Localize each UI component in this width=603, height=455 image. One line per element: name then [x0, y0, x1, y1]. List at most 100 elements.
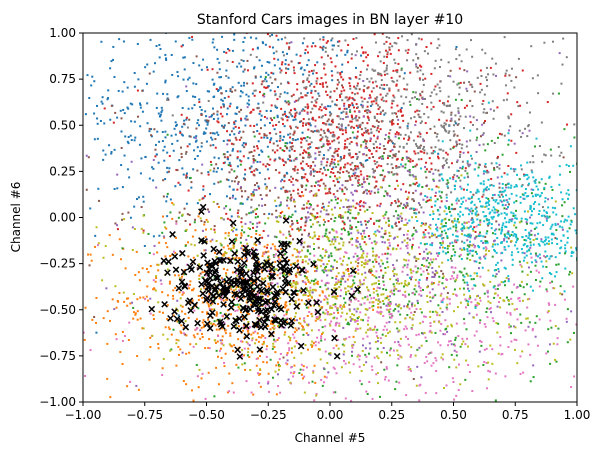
scatter-point — [416, 109, 419, 112]
scatter-point — [267, 256, 270, 259]
scatter-point — [446, 179, 449, 182]
scatter-point — [377, 256, 380, 259]
scatter-point — [413, 96, 416, 99]
scatter-point — [281, 210, 284, 213]
scatter-point — [242, 141, 245, 144]
scatter-point — [336, 71, 339, 74]
scatter-point — [256, 47, 259, 50]
scatter-point — [412, 139, 415, 142]
scatter-point — [475, 139, 478, 142]
scatter-point — [320, 138, 323, 141]
scatter-point — [462, 151, 465, 154]
scatter-point — [290, 127, 293, 130]
scatter-point — [229, 218, 232, 221]
scatter-point — [403, 203, 406, 206]
scatter-point — [187, 78, 190, 81]
scatter-point — [237, 296, 240, 299]
scatter-point — [220, 106, 223, 109]
scatter-point — [414, 120, 417, 123]
scatter-point — [205, 115, 208, 118]
scatter-point — [303, 229, 306, 232]
scatter-point — [192, 256, 195, 259]
scatter-point — [300, 217, 303, 220]
scatter-point — [389, 204, 392, 207]
scatter-point — [433, 67, 436, 70]
scatter-point — [288, 141, 291, 144]
scatter-point — [476, 136, 479, 139]
scatter-point — [396, 79, 399, 82]
scatter-point — [339, 304, 342, 307]
scatter-point — [226, 143, 229, 146]
scatter-point — [449, 139, 452, 142]
scatter-point — [163, 221, 166, 224]
scatter-point — [169, 255, 172, 258]
scatter-point — [244, 368, 247, 371]
scatter-point — [236, 188, 239, 191]
scatter-point — [267, 73, 270, 76]
scatter-point — [103, 107, 106, 110]
scatter-point — [338, 94, 341, 97]
scatter-point — [242, 145, 245, 148]
scatter-point — [367, 117, 370, 120]
scatter-point — [290, 41, 293, 44]
scatter-point — [569, 270, 572, 273]
scatter-point — [324, 135, 327, 138]
scatter-point — [126, 297, 129, 300]
scatter-point — [344, 180, 347, 183]
scatter-point — [518, 300, 521, 303]
scatter-point — [545, 288, 548, 291]
scatter-point — [560, 151, 563, 154]
scatter-point — [471, 86, 474, 89]
scatter-point — [351, 161, 354, 164]
scatter-point — [301, 240, 304, 243]
scatter-point — [199, 150, 202, 153]
scatter-point — [311, 107, 314, 110]
scatter-point — [121, 186, 124, 189]
scatter-point — [321, 82, 324, 85]
scatter-point — [355, 76, 358, 79]
scatter-point — [238, 274, 241, 277]
scatter-point — [520, 135, 523, 138]
scatter-point — [452, 176, 455, 179]
scatter-point — [213, 228, 216, 231]
scatter-point — [303, 149, 306, 152]
scatter-point — [446, 251, 449, 254]
scatter-point — [334, 287, 337, 290]
scatter-point — [397, 310, 400, 313]
scatter-point — [366, 262, 369, 265]
scatter-point — [241, 202, 244, 205]
scatter-point — [292, 119, 295, 122]
scatter-point — [350, 141, 353, 144]
scatter-point — [317, 246, 320, 249]
scatter-point — [342, 118, 345, 121]
scatter-point — [223, 161, 226, 164]
scatter-point — [370, 270, 373, 273]
scatter-point — [209, 240, 212, 243]
scatter-point — [182, 173, 185, 176]
scatter-point — [364, 271, 367, 274]
scatter-point — [217, 205, 220, 208]
scatter-point — [357, 262, 360, 265]
scatter-point — [302, 203, 305, 206]
scatter-point — [493, 168, 496, 171]
scatter-point — [300, 191, 303, 194]
scatter-point — [113, 148, 116, 151]
scatter-point — [136, 43, 139, 46]
scatter-point — [377, 130, 380, 133]
scatter-point — [397, 290, 400, 293]
scatter-point — [366, 147, 369, 150]
scatter-point — [248, 103, 251, 106]
scatter-point — [474, 230, 477, 233]
scatter-point — [428, 262, 431, 265]
scatter-point — [349, 212, 352, 215]
scatter-point — [308, 190, 311, 193]
scatter-point — [466, 287, 469, 290]
scatter-point — [147, 299, 150, 302]
scatter-point — [130, 120, 133, 123]
scatter-point — [166, 151, 169, 154]
scatter-point — [406, 222, 409, 225]
scatter-point — [425, 265, 428, 268]
scatter-point — [336, 115, 339, 118]
scatter-point — [330, 217, 333, 220]
scatter-point — [324, 73, 327, 76]
